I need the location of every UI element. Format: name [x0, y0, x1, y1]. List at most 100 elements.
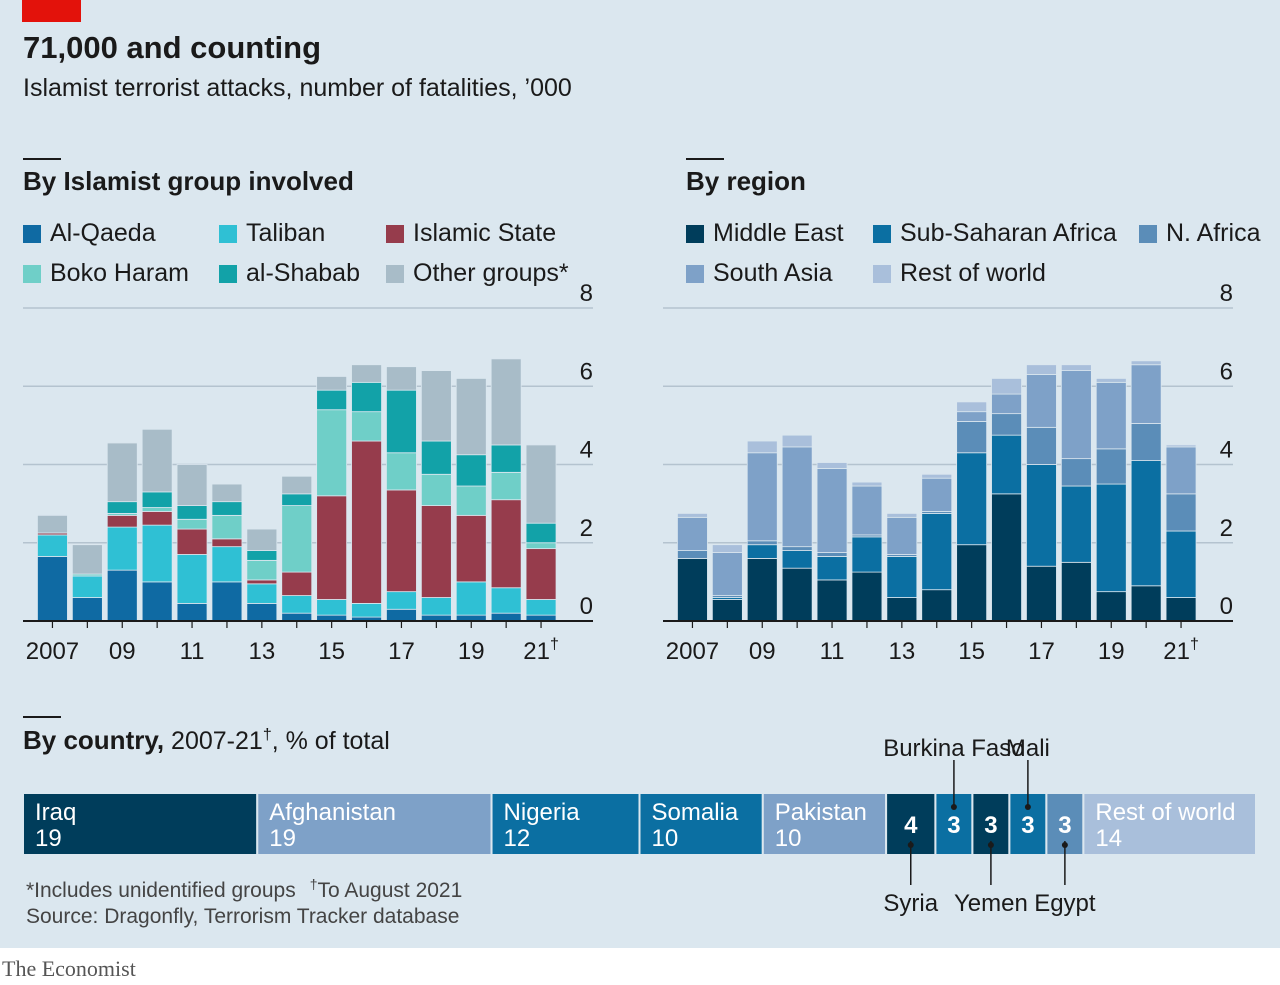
bar-islamic-state-2010 [141, 511, 173, 526]
bar-al-shabab-2015 [316, 389, 348, 411]
segment-value: 4 [904, 812, 918, 839]
bar-rest-of-world-2013 [886, 513, 918, 518]
dagger-mark: † [550, 636, 559, 653]
bar-taliban-2013 [246, 583, 278, 604]
segment-nigeria [490, 792, 641, 856]
bar-taliban-2012 [211, 546, 243, 583]
segment-value: 19 [269, 825, 296, 852]
bar-al-qaeda-2014 [281, 612, 313, 622]
legend-al-qaeda: Al-Qaeda [23, 219, 156, 248]
x-tick-label: 19 [1098, 638, 1125, 665]
bar-other-groups-2014 [281, 475, 313, 495]
legend-swatch [386, 224, 404, 243]
bar-n-africa-2010 [781, 546, 813, 551]
legend-other-groups: Other groups* [386, 259, 569, 288]
legend-label: South Asia [713, 259, 833, 287]
y-tick-label: 6 [580, 358, 593, 385]
x-tick-label: 17 [1028, 638, 1055, 665]
segment-value: 10 [775, 825, 802, 852]
bar-other-groups-2012 [211, 483, 243, 503]
bar-other-groups-2020 [490, 358, 522, 446]
x-tick-label: 11 [180, 638, 205, 665]
bar-south-asia-2010 [781, 446, 813, 548]
bar-n-africa-2018 [1060, 458, 1092, 487]
bar-middle-east-2020 [1130, 585, 1162, 622]
legend-swatch [23, 224, 41, 243]
y-tick-label: 0 [580, 593, 593, 620]
chart-subtitle: Islamist terrorist attacks, number of fa… [23, 74, 572, 102]
bar-boko-haram-2015 [316, 409, 348, 497]
bar-rest-of-world-2021 [1165, 444, 1197, 448]
legend-al-shabab: al-Shabab [219, 259, 360, 288]
bar-al-qaeda-2010 [141, 581, 173, 622]
bar-sub-saharan-africa-2016 [991, 434, 1022, 495]
bar-rest-of-world-2017 [1026, 364, 1057, 375]
bar-sub-saharan-africa-2021 [1165, 530, 1197, 598]
bar-rest-of-world-2016 [991, 378, 1022, 395]
x-tick-label: 11 [820, 638, 845, 665]
footnote-date: To August 2021 [317, 879, 463, 902]
segment-value: 3 [1021, 812, 1034, 839]
bar-al-shabab-2016 [351, 381, 382, 413]
legend-swatch [1139, 224, 1157, 243]
segment-pakistan [761, 792, 888, 856]
bar-al-shabab-2021 [525, 522, 557, 544]
bar-other-groups-2016 [351, 364, 382, 383]
bar-rest-of-world-2020 [1130, 360, 1162, 366]
segment-label: Afghanistan [269, 799, 396, 826]
bar-al-shabab-2017 [386, 389, 417, 454]
legend-swatch [873, 264, 891, 283]
segment-label: Mali [1006, 735, 1050, 762]
bar-boko-haram-2019 [455, 485, 487, 516]
segment-label: Rest of world [1095, 799, 1235, 826]
legend-swatch [219, 264, 237, 283]
bar-n-africa-2009 [746, 540, 778, 546]
bar-south-asia-2014 [921, 477, 953, 512]
footnote-source: Source: Dragonfly, Terrorism Tracker dat… [26, 905, 460, 928]
bar-south-asia-2019 [1095, 381, 1127, 450]
bar-middle-east-2016 [991, 493, 1022, 622]
legend-rest-of-world: Rest of world [873, 259, 1046, 288]
bar-islamic-state-2015 [316, 495, 348, 600]
bar-islamic-state-2018 [420, 505, 452, 598]
bar-n-africa-2019 [1095, 448, 1127, 485]
legend-label: Rest of world [900, 259, 1046, 287]
bar-boko-haram-2014 [281, 505, 313, 573]
footnote-unidentified: *Includes unidentified groups [26, 879, 296, 902]
segment-label: Yemen [954, 890, 1028, 917]
bar-middle-east-2018 [1060, 561, 1092, 622]
leader-dot [907, 842, 914, 848]
bar-al-shabab-2011 [176, 505, 208, 520]
bar-other-groups-2011 [176, 464, 208, 506]
bar-sub-saharan-africa-2013 [886, 556, 918, 598]
bar-south-asia-2009 [746, 452, 778, 542]
bar-al-shabab-2010 [141, 491, 173, 508]
y-tick-label: 2 [1220, 515, 1233, 542]
footnote-groups: *Includes unidentified groups †To August … [26, 876, 462, 903]
bar-islamic-state-2017 [386, 489, 417, 593]
bar-taliban-2007 [37, 534, 68, 557]
bar-south-asia-2012 [851, 485, 883, 536]
legend-label: N. Africa [1166, 219, 1261, 247]
section-title-group: By Islamist group involved [23, 166, 354, 196]
chart-panel: 71,000 and counting Islamist terrorist a… [0, 0, 1280, 948]
bar-islamic-state-2009 [106, 514, 138, 528]
bar-islamic-state-2012 [211, 538, 243, 548]
bar-rest-of-world-2014 [921, 473, 953, 479]
section-rule-country [23, 716, 61, 718]
bar-middle-east-2015 [956, 544, 988, 622]
x-tick-label: 21† [523, 636, 559, 665]
bar-south-asia-2020 [1130, 364, 1162, 424]
country-bar-chart: Iraq19Afghanistan19Nigeria12Somalia10Pak… [22, 735, 1257, 917]
bar-n-africa-2007 [677, 550, 708, 559]
x-tick-label: 19 [458, 638, 485, 665]
bar-rest-of-world-2008 [711, 544, 743, 553]
legend-swatch [686, 264, 704, 283]
section-rule-region [686, 158, 724, 160]
bar-sub-saharan-africa-2012 [851, 536, 883, 573]
bar-al-qaeda-2013 [246, 602, 278, 622]
bar-taliban-2011 [176, 554, 208, 604]
bar-middle-east-2008 [711, 599, 743, 622]
segment-rest-of-world [1082, 792, 1257, 856]
legend-label: Sub-Saharan Africa [900, 219, 1117, 247]
